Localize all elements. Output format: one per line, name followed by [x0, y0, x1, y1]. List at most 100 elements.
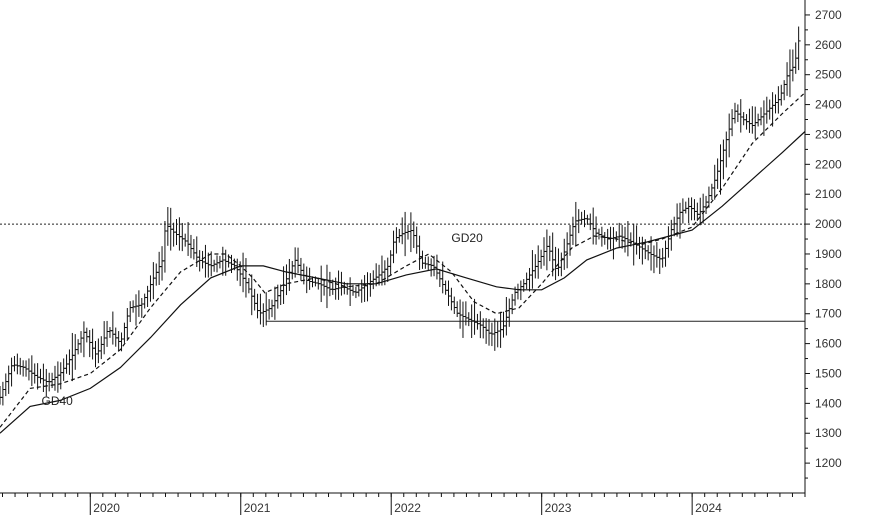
price-bar — [151, 262, 156, 300]
price-bar — [686, 197, 691, 224]
price-bar — [70, 332, 75, 382]
price-bar — [21, 360, 26, 377]
price-bar — [617, 222, 622, 249]
price-bar — [596, 228, 601, 240]
price-bar — [747, 108, 752, 133]
price-bar — [139, 298, 144, 318]
price-bar — [359, 279, 364, 303]
price-bar — [501, 311, 506, 338]
price-bar — [41, 363, 46, 393]
price-bar — [429, 258, 434, 277]
price-bar — [712, 164, 717, 200]
price-bar — [0, 385, 2, 405]
price-bar — [455, 301, 460, 318]
price-bar — [122, 322, 127, 343]
price-bar — [524, 272, 529, 290]
price-bar — [594, 216, 599, 245]
price-bar — [290, 260, 295, 280]
price-bar — [76, 339, 81, 355]
x-tick-label: 2024 — [695, 501, 722, 515]
moving-averages — [0, 92, 806, 434]
y-tick-label: 1400 — [815, 396, 842, 410]
y-tick-label: 2200 — [815, 157, 842, 171]
price-bar — [249, 274, 254, 316]
price-bar — [426, 256, 431, 271]
price-bar — [171, 222, 176, 247]
price-bar — [255, 293, 260, 319]
price-bar — [715, 158, 720, 189]
price-bar — [724, 131, 729, 168]
reference-lines — [0, 223, 805, 322]
price-bar — [568, 224, 573, 256]
price-bar — [785, 62, 790, 96]
price-bar — [701, 193, 706, 224]
price-bar — [654, 242, 659, 268]
price-bar — [154, 263, 159, 286]
price-bar — [449, 287, 454, 311]
price-bar — [301, 263, 306, 285]
price-bar — [52, 365, 57, 391]
price-bar — [99, 336, 104, 360]
price-bar — [764, 96, 769, 124]
price-bar — [640, 236, 645, 265]
price-bar — [579, 211, 584, 225]
price-bar — [61, 358, 66, 381]
price-bar — [452, 296, 457, 314]
y-tick-label: 1800 — [815, 277, 842, 291]
price-bar — [761, 100, 766, 136]
price-bar — [400, 217, 405, 245]
price-bar — [666, 226, 671, 258]
price-bar — [15, 353, 20, 375]
price-bar — [319, 265, 324, 303]
price-bar — [160, 246, 165, 281]
price-bar — [539, 249, 544, 269]
price-bar — [570, 216, 575, 245]
price-bar — [718, 144, 723, 195]
price-bar — [246, 277, 251, 294]
price-bar — [553, 246, 558, 281]
price-bar — [6, 365, 11, 394]
price-bar — [446, 280, 451, 306]
y-tick-label: 2300 — [815, 127, 842, 141]
price-bar — [730, 109, 735, 137]
price-bar — [284, 264, 289, 296]
price-bar — [663, 240, 668, 267]
price-bar — [790, 49, 795, 82]
y-tick-label: 2700 — [815, 8, 842, 22]
price-bar — [484, 318, 489, 344]
price-bar — [487, 318, 492, 346]
price-bar — [44, 368, 49, 397]
price-bar — [267, 299, 272, 320]
price-bar — [411, 221, 416, 249]
price-bar — [35, 363, 40, 390]
price-bar — [278, 284, 283, 306]
price-bar — [105, 320, 110, 347]
x-tick-label: 2023 — [545, 501, 572, 515]
price-bar — [9, 357, 14, 387]
y-tick-label: 2400 — [815, 98, 842, 112]
price-bar — [322, 280, 327, 296]
price-bar — [709, 183, 714, 201]
price-bar — [162, 220, 167, 273]
price-bar — [472, 298, 477, 335]
price-bar — [637, 236, 642, 260]
price-bar — [423, 256, 428, 269]
price-bar — [394, 227, 399, 254]
price-bar — [458, 299, 463, 329]
price-bar — [611, 227, 616, 260]
y-tick-label: 2600 — [815, 38, 842, 52]
price-bar — [385, 257, 390, 282]
price-bar — [547, 235, 552, 262]
price-bar — [434, 254, 439, 280]
price-bar — [735, 104, 740, 123]
price-bar — [26, 358, 31, 381]
price-bar — [527, 267, 532, 292]
price-bar — [591, 207, 596, 245]
price-bar — [348, 277, 353, 307]
x-tick-label: 2020 — [93, 501, 120, 515]
y-tick-label: 2500 — [815, 68, 842, 82]
x-tick-label: 2021 — [244, 501, 271, 515]
axes: GD20 GD40 1200 1300 1400 1500 1600 1700 1800 1900… — [0, 0, 842, 515]
price-bar — [200, 250, 205, 269]
